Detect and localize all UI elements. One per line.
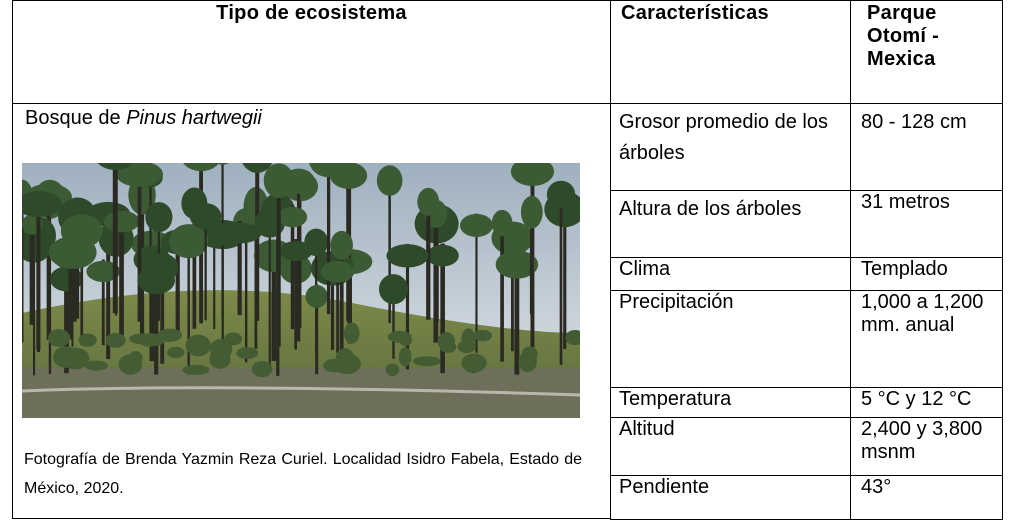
tree-crown (277, 206, 308, 228)
header-park: Parque Otomí - Mexica (850, 0, 1003, 104)
tree-crown (216, 163, 229, 165)
shrub (209, 338, 233, 360)
tree-crown (309, 163, 349, 178)
shrub (412, 356, 441, 367)
tree-crown (386, 244, 429, 268)
shrub (129, 333, 157, 345)
shrub (105, 332, 126, 348)
shrub (473, 330, 493, 342)
shrub (335, 348, 355, 370)
tree-crown (459, 213, 493, 238)
tree-crown (242, 163, 273, 173)
shrub (157, 328, 182, 342)
photo-caption: Fotografía de Brenda Yazmin Reza Curiel.… (24, 451, 582, 497)
tree-crown (103, 210, 140, 233)
characteristic-label: Clima (610, 257, 851, 291)
shrub (185, 334, 211, 357)
tree-crown (52, 235, 97, 269)
tree-crown (376, 165, 403, 196)
characteristic-value: 80 - 128 cm (850, 103, 1003, 191)
tree-crown (86, 260, 121, 283)
shrub (128, 350, 143, 365)
shrub (439, 341, 457, 353)
shrub (236, 347, 259, 359)
tree-crown (520, 195, 543, 229)
header-characteristics: Características (610, 0, 851, 104)
shrub (47, 329, 71, 347)
characteristic-value: 31 metros (850, 190, 1003, 258)
shrub (518, 351, 537, 373)
characteristic-label: Temperatura (610, 387, 851, 418)
shrub (463, 356, 483, 374)
shrub (385, 363, 400, 377)
tree-crown (22, 190, 62, 218)
tree-crown (330, 230, 353, 260)
header-ecosystem: Tipo de ecosistema (12, 0, 611, 104)
shrub (85, 360, 108, 371)
tree-crown (183, 163, 220, 172)
tree-crown (217, 222, 262, 244)
shrub (398, 347, 412, 367)
tree-crown (417, 187, 440, 216)
characteristic-value: 1,000 a 1,200 mm. anual (850, 290, 1003, 388)
stream (22, 386, 580, 397)
characteristic-value: Templado (850, 257, 1003, 291)
shrub (61, 347, 90, 370)
characteristic-value: 43° (850, 475, 1003, 520)
tree-crown (495, 250, 539, 279)
tree-crown (426, 244, 459, 267)
shrub (78, 333, 97, 347)
tree-crown (263, 163, 294, 198)
tree-crown (137, 266, 176, 295)
characteristic-value: 2,400 y 3,800 msnm (850, 417, 1003, 476)
characteristic-label: Grosor promedio de los árboles (610, 103, 851, 191)
tree-crown (510, 163, 555, 186)
tree-crown (305, 285, 328, 308)
shrub (343, 322, 360, 344)
trees (22, 163, 580, 378)
shrub (565, 329, 580, 346)
shrub (167, 346, 185, 359)
forest-photo (22, 163, 580, 418)
ecosystem-name: Bosque de (25, 107, 121, 129)
shrub (182, 364, 210, 375)
tree-crown (145, 202, 173, 233)
tree-crown (378, 274, 409, 305)
shrub (461, 328, 476, 349)
tree-crown (97, 163, 133, 171)
shrub (251, 360, 273, 378)
tree-crown (189, 203, 222, 230)
tree-crown (169, 224, 209, 259)
tree-crown (491, 209, 513, 237)
tree-crown (115, 163, 163, 187)
characteristic-label: Altitud (610, 417, 851, 476)
tree-crown (22, 238, 50, 263)
characteristic-label: Altura de los árboles (610, 190, 851, 258)
characteristic-label: Pendiente (610, 475, 851, 520)
characteristic-value: 5 °C y 12 °C (850, 387, 1003, 418)
tree-crown (320, 260, 355, 283)
tree-crown (546, 180, 576, 209)
characteristic-label: Precipitación (610, 290, 851, 388)
shrub (387, 330, 412, 343)
ecosystem-species: Pinus hartwegii (126, 107, 262, 129)
tree-crown (279, 240, 313, 262)
